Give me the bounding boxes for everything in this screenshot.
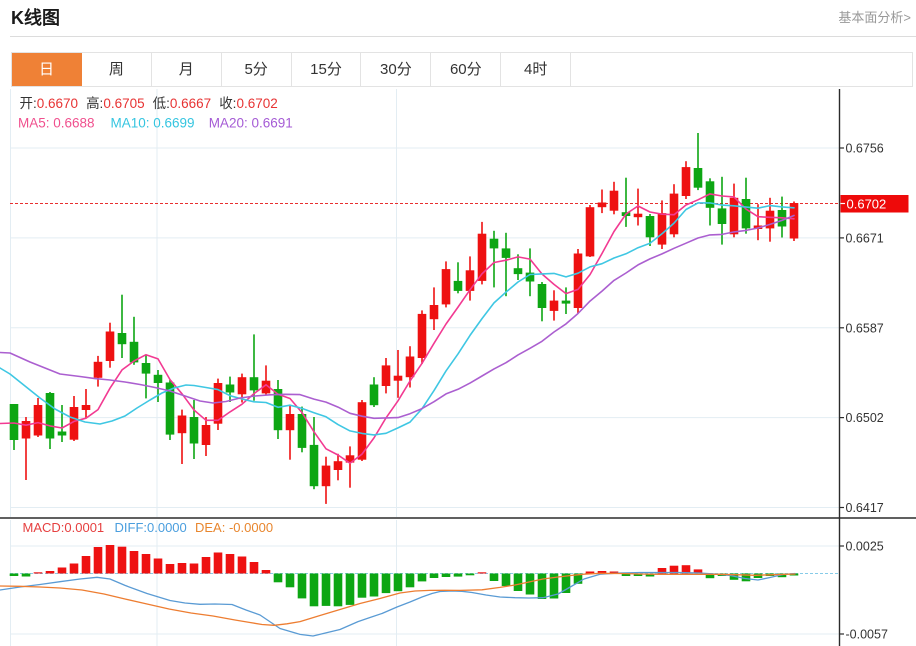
svg-text:0.6671: 0.6671 <box>846 231 884 245</box>
svg-text:DEA: -0.0000: DEA: -0.0000 <box>195 520 273 535</box>
svg-text:DIFF:0.0000: DIFF:0.0000 <box>115 520 187 535</box>
svg-text:0.6702: 0.6702 <box>847 196 887 211</box>
svg-text:0.6587: 0.6587 <box>846 321 884 335</box>
svg-text:0.6756: 0.6756 <box>846 142 884 156</box>
svg-text:0.0025: 0.0025 <box>846 540 884 554</box>
svg-text:0.6417: 0.6417 <box>846 501 884 515</box>
svg-text:MA10: 0.6699: MA10: 0.6699 <box>111 116 195 131</box>
svg-text:MACD:0.0001: MACD:0.0001 <box>23 520 105 535</box>
svg-text:0.6502: 0.6502 <box>846 411 884 425</box>
svg-text:MA5: 0.6688: MA5: 0.6688 <box>18 116 95 131</box>
svg-text:-0.0057: -0.0057 <box>846 628 888 642</box>
svg-text:MA20: 0.6691: MA20: 0.6691 <box>209 116 293 131</box>
